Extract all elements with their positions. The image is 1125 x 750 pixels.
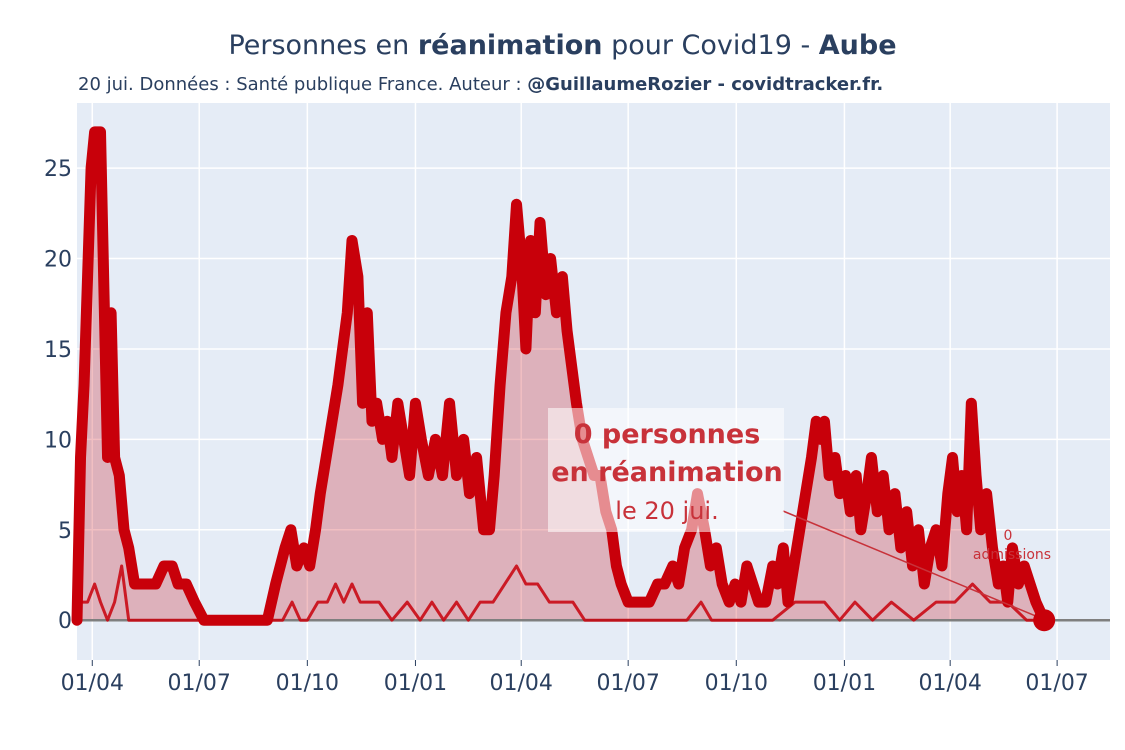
y-tick-label: 10 [44,428,72,453]
chart-subtitle: 20 jui. Données : Santé publique France.… [78,74,884,95]
y-tick-label: 5 [58,519,72,544]
chart-title: Personnes en réanimation pour Covid19 - … [228,30,897,61]
annotation-line-1: 0 personnes [574,419,761,450]
y-tick-label: 0 [58,609,72,634]
y-tick-label: 15 [44,338,72,363]
x-tick-label: 01/01 [813,671,876,696]
y-axis: 0 5 10 15 20 25 [44,157,72,634]
annotation-line-3: le 20 jui. [615,497,718,525]
annotation: 0 personnes en réanimation le 20 jui. 0 … [548,408,1051,617]
y-tick-label: 25 [44,157,72,182]
x-tick-label: 01/04 [490,671,553,696]
y-tick-label: 20 [44,248,72,273]
x-tick-label: 01/07 [168,671,231,696]
x-tick-label: 01/07 [596,671,659,696]
admissions-line [77,564,1045,622]
reanimation-area [77,131,1045,621]
annotation-box [548,408,784,532]
x-tick-label: 01/10 [276,671,339,696]
x-tick-label: 01/07 [1025,671,1088,696]
admissions-label-line-2: admissions [973,547,1051,563]
x-tick-label: 01/04 [918,671,981,696]
x-tick-label: 01/01 [384,671,447,696]
x-tick-label: 01/04 [61,671,124,696]
area-fill [77,131,1045,621]
annotation-arrow [782,510,1037,617]
last-value-marker [1033,609,1056,632]
annotation-line-2: en réanimation [551,457,783,488]
x-tick-label: 01/10 [705,671,768,696]
admissions-label-line-1: 0 [1004,528,1013,544]
x-axis: 01/04 01/07 01/10 01/01 01/04 01/07 01/10 01/01… [61,660,1089,696]
